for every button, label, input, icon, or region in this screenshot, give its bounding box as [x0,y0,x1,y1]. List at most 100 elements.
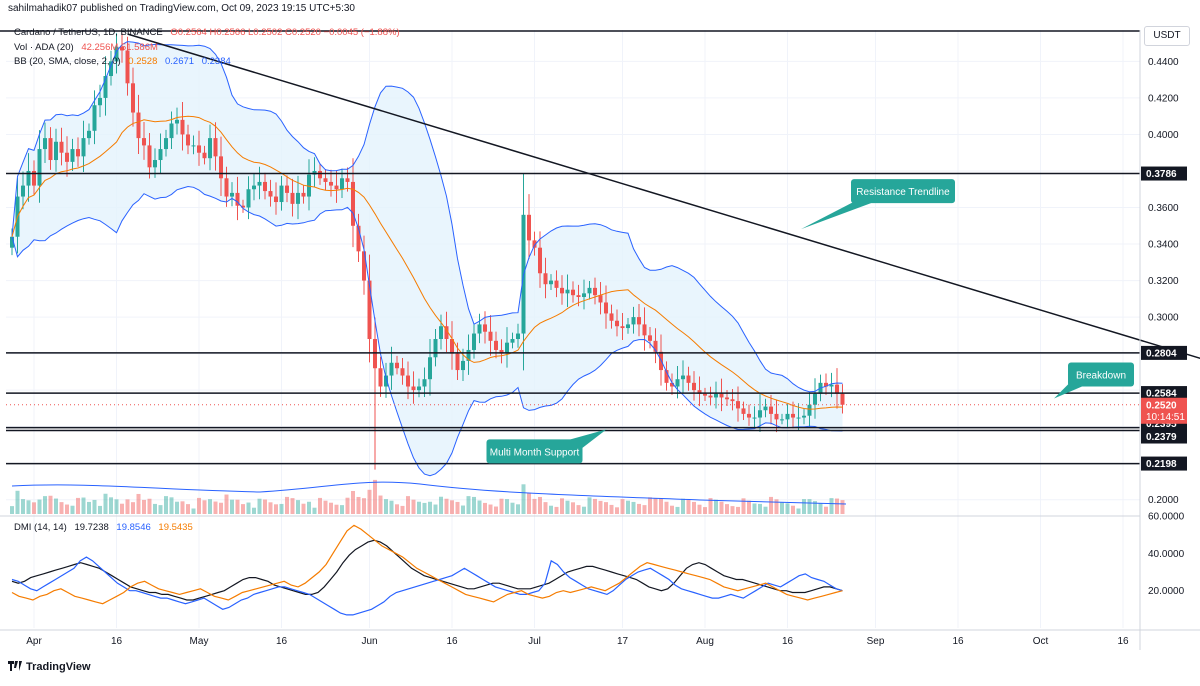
candle-body[interactable] [131,83,135,112]
candle-body[interactable] [214,138,218,156]
candle-body[interactable] [588,288,592,293]
candle-body[interactable] [274,197,278,202]
candle-body[interactable] [93,105,97,131]
candle-body[interactable] [280,186,284,202]
candle-body[interactable] [786,414,790,419]
candle-body[interactable] [769,407,773,414]
candle-body[interactable] [808,405,812,416]
candle-body[interactable] [71,149,75,162]
candle-body[interactable] [406,376,410,387]
candle-body[interactable] [137,113,141,139]
candle-body[interactable] [720,394,724,398]
candle-body[interactable] [49,138,53,160]
candle-body[interactable] [186,134,190,145]
candle-body[interactable] [428,357,432,379]
candle-body[interactable] [709,396,713,398]
candle-body[interactable] [714,394,718,398]
candle-body[interactable] [340,178,344,189]
candle-body[interactable] [423,379,427,386]
tradingview-logo[interactable]: TradingView [8,661,91,673]
candle-body[interactable] [516,334,520,339]
candle-body[interactable] [505,343,509,354]
symbol-name[interactable]: Cardano / TetherUS, 1D, BINANCE [14,27,163,38]
candle-body[interactable] [164,138,168,149]
candle-body[interactable] [566,290,570,294]
candle-body[interactable] [626,324,630,328]
candle-body[interactable] [780,419,784,420]
candle-body[interactable] [159,149,163,160]
candle-body[interactable] [412,386,416,390]
candle-body[interactable] [148,145,152,167]
candle-body[interactable] [555,281,559,288]
candle-body[interactable] [648,335,652,340]
candle-body[interactable] [841,394,845,405]
candle-body[interactable] [494,341,498,350]
candle-body[interactable] [258,182,262,186]
candle-body[interactable] [615,321,619,326]
candle-body[interactable] [599,295,603,302]
candle-body[interactable] [98,98,102,105]
candle-body[interactable] [181,120,185,135]
candle-body[interactable] [43,138,47,149]
candle-body[interactable] [456,354,460,370]
candle-body[interactable] [439,326,443,339]
candle-body[interactable] [571,290,575,295]
candle-body[interactable] [285,186,289,193]
candle-body[interactable] [461,361,465,370]
candle-body[interactable] [208,138,212,158]
candle-body[interactable] [346,178,350,182]
candle-body[interactable] [60,142,64,153]
candle-body[interactable] [269,191,273,196]
candle-body[interactable] [593,288,597,295]
candle-body[interactable] [82,138,86,156]
candle-body[interactable] [329,182,333,186]
candle-body[interactable] [318,171,322,178]
candle-body[interactable] [742,408,746,413]
candle-body[interactable] [170,123,174,138]
candle-body[interactable] [472,334,476,350]
candle-body[interactable] [527,215,531,241]
candle-body[interactable] [725,397,729,399]
candle-body[interactable] [813,394,817,405]
candle-body[interactable] [538,248,542,274]
candle-body[interactable] [830,385,834,387]
candle-body[interactable] [434,339,438,357]
candle-body[interactable] [225,178,229,196]
candle-body[interactable] [153,160,157,167]
candle-body[interactable] [390,363,394,376]
candle-body[interactable] [296,193,300,204]
candle-body[interactable] [802,416,806,418]
candle-body[interactable] [54,142,58,160]
currency-button[interactable]: USDT [1144,26,1190,46]
candle-body[interactable] [610,313,614,320]
candle-body[interactable] [560,288,564,293]
candle-body[interactable] [544,273,548,284]
candle-body[interactable] [511,339,515,343]
candle-body[interactable] [637,317,641,324]
candle-body[interactable] [582,293,586,297]
candle-body[interactable] [230,193,234,197]
candle-body[interactable] [142,138,146,145]
candle-body[interactable] [478,324,482,333]
candle-body[interactable] [747,414,751,418]
candle-body[interactable] [335,186,339,190]
candle-body[interactable] [676,379,680,386]
candle-body[interactable] [731,399,735,401]
candle-body[interactable] [758,410,762,417]
candle-body[interactable] [302,193,306,197]
candle-body[interactable] [203,153,207,158]
candle-body[interactable] [76,149,80,156]
candle-body[interactable] [764,407,768,411]
candle-body[interactable] [621,326,625,328]
candle-body[interactable] [401,368,405,375]
candle-body[interactable] [324,178,328,182]
candle-body[interactable] [687,376,691,383]
candle-body[interactable] [291,193,295,204]
bb-legend[interactable]: BB (20, SMA, close, 2, 0) 0.2528 0.2671 … [14,56,236,67]
candle-body[interactable] [192,145,196,146]
candle-body[interactable] [21,186,25,197]
candle-body[interactable] [65,153,69,162]
candle-body[interactable] [483,324,487,331]
candle-body[interactable] [775,414,779,419]
